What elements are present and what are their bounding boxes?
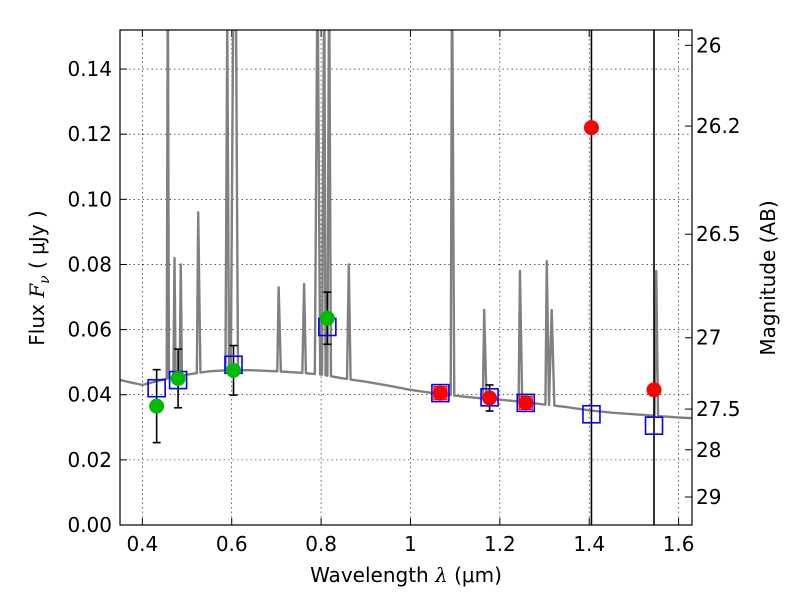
model-photometry-square (147, 378, 166, 398)
model-photometry-square (516, 393, 536, 413)
right-tick-label: 27 (696, 326, 721, 350)
red-square-outline (518, 395, 533, 410)
y-axis-label: Flux Fν ( μJy ) (25, 210, 53, 345)
model-photometry-square (644, 416, 664, 435)
right-tick-label: 29 (696, 485, 721, 509)
x-tick-label: 1.6 (663, 532, 695, 556)
red-data-point (583, 120, 599, 136)
right-tick-label: 27.5 (696, 397, 741, 421)
model-spectrum-line (120, 30, 692, 420)
upper-limit-lines (590, 30, 655, 525)
model-photometry-square (582, 404, 601, 424)
y-tick-label: 0.10 (67, 187, 112, 211)
right-tick-label: 26.2 (696, 114, 741, 138)
x-tick-label: 0.6 (216, 532, 248, 556)
y-tick-label: 0.14 (67, 57, 112, 81)
y-tick-label: 0.00 (67, 513, 112, 537)
y-axis-ticks: 0.00 0.02 0.04 0.06 0.08 0.10 0.12 0.14 (67, 57, 127, 537)
x-tick-label: 1.4 (573, 532, 605, 556)
green-data-point (319, 310, 335, 326)
red-square-outline (433, 386, 448, 401)
right-axis-ticks: 26 26.2 26.5 27 27.5 28 29 (685, 33, 741, 509)
green-data-point (226, 362, 242, 378)
x-axis-ticks: 0.4 0.6 0.8 1 1.2 1.4 1.6 (126, 30, 695, 556)
right-tick-label: 28 (696, 438, 721, 462)
red-data-point (432, 385, 448, 401)
y-tick-label: 0.04 (67, 383, 112, 407)
green-data-point (149, 398, 165, 414)
x-axis-label: Wavelength λ (μm) (310, 563, 502, 587)
model-spectrum (120, 30, 692, 420)
x-tick-label: 0.8 (305, 532, 337, 556)
x-tick-label: 1 (404, 532, 417, 556)
photometry-points (147, 120, 664, 435)
plot-frame (119, 29, 693, 526)
plot-background (120, 30, 692, 525)
plot-content (120, 30, 692, 525)
x-tick-label: 0.4 (126, 532, 158, 556)
green-data-point (170, 370, 186, 386)
right-axis-label: Magnitude (AB) (756, 200, 780, 355)
y-tick-label: 0.08 (67, 252, 112, 276)
right-tick-label: 26 (696, 33, 721, 57)
right-tick-label: 26.5 (696, 222, 741, 246)
y-tick-label: 0.06 (67, 318, 112, 342)
y-tick-label: 0.02 (67, 448, 112, 472)
red-data-point (518, 395, 534, 411)
x-tick-label: 1.2 (484, 532, 516, 556)
red-data-point (646, 382, 662, 398)
model-photometry-square (480, 388, 499, 407)
model-photometry-square (431, 383, 450, 403)
y-tick-label: 0.12 (67, 122, 112, 146)
red-data-point (482, 390, 498, 406)
